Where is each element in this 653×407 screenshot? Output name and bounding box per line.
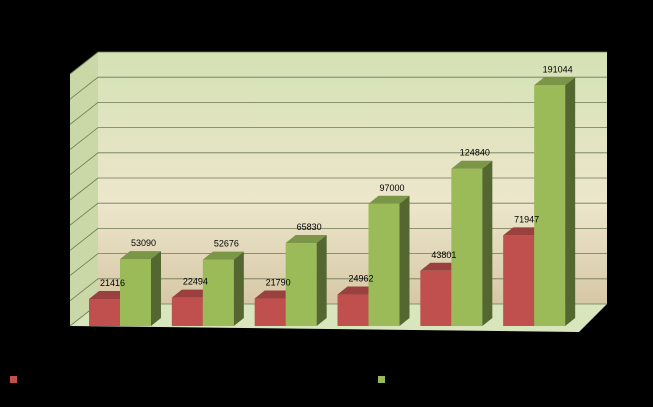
bars (89, 77, 576, 326)
gridline (69, 253, 607, 276)
bar-front (285, 243, 317, 326)
legend-item-series-2 (378, 376, 391, 383)
bar-top (202, 251, 244, 260)
legend-swatch-series-2 (378, 376, 385, 383)
gridline (69, 102, 607, 125)
gridline (69, 127, 607, 150)
bar-series-2-cat-2 (202, 251, 244, 326)
bar-top (451, 160, 493, 169)
gridline (69, 152, 607, 176)
bar-side (565, 77, 576, 326)
bar-series-2-cat-1 (120, 251, 161, 326)
data-label-series-2-cat-2: 52676 (214, 239, 239, 249)
bar-front (254, 298, 286, 326)
data-label-series-1-cat-5: 43801 (431, 250, 456, 260)
bar-top (368, 195, 410, 204)
bar-side (399, 195, 410, 326)
data-label-series-2-cat-3: 65830 (297, 222, 322, 232)
bar-top (171, 289, 213, 298)
bar-top (503, 227, 545, 236)
bar-side (482, 160, 493, 326)
bar-side (151, 251, 161, 326)
bar-front (337, 294, 369, 326)
bar-series-2-cat-6 (534, 77, 576, 326)
bar-front (420, 270, 452, 326)
bar-front (171, 297, 203, 326)
bar-top (120, 251, 161, 260)
bar-top (285, 235, 327, 244)
bar-series-2-cat-3 (285, 235, 327, 326)
bar-top (534, 77, 576, 86)
gridline (69, 177, 607, 201)
bar-front (368, 203, 400, 326)
bar-front (451, 168, 483, 326)
data-labels: 21416 22494 21790 24962 43801 71947 53090 52676… (100, 64, 573, 288)
bar-front (202, 259, 234, 326)
gridline (69, 76, 607, 100)
data-label-series-1-cat-4: 24962 (348, 274, 373, 284)
data-label-series-1-cat-1: 21416 (100, 278, 125, 288)
bar-top (254, 290, 296, 299)
gridline (69, 51, 607, 75)
data-label-series-2-cat-6: 191044 (543, 64, 573, 74)
bar-series-2-cat-5 (451, 160, 493, 326)
data-label-series-1-cat-2: 22494 (183, 277, 208, 287)
legend-item-series-1 (10, 376, 23, 383)
gridlines (69, 51, 607, 327)
data-label-series-1-cat-3: 21790 (266, 278, 291, 288)
data-label-series-2-cat-5: 124840 (460, 148, 490, 158)
legend-swatch-series-1 (10, 376, 17, 383)
gridline (69, 202, 607, 226)
bar-top (337, 286, 379, 295)
data-label-series-2-cat-4: 97000 (379, 183, 404, 193)
bar-side (233, 251, 244, 326)
bar-top (89, 291, 130, 300)
bar-front (503, 235, 535, 326)
gridline (69, 227, 607, 251)
bar-top (420, 262, 462, 271)
data-label-series-1-cat-6: 71947 (514, 214, 539, 224)
bar-series-2-cat-4 (368, 195, 410, 326)
bar-front (534, 85, 566, 326)
data-label-series-2-cat-1: 53090 (131, 238, 156, 248)
bar-side (316, 235, 327, 326)
bar-front (120, 259, 151, 326)
bar-front (89, 299, 120, 326)
